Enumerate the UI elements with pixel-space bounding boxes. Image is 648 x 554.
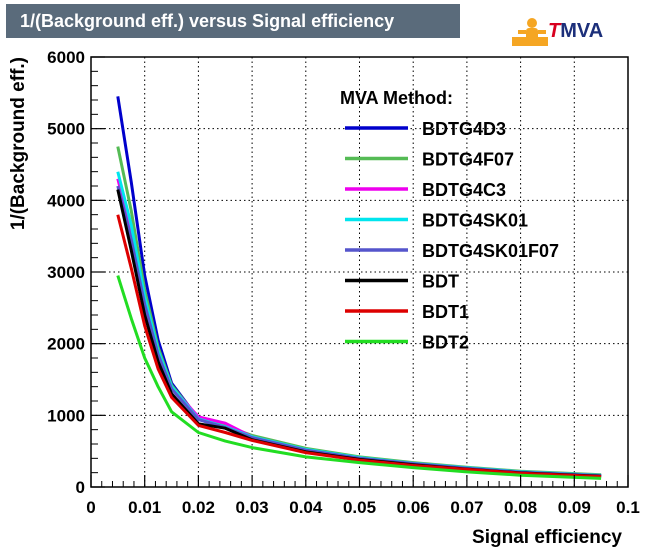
legend-label: BDTG4C3: [422, 180, 506, 200]
tmva-logo: TMVA: [512, 16, 612, 48]
y-tick-label: 4000: [47, 191, 85, 210]
y-tick-label: 1000: [47, 406, 85, 425]
x-tick-label: 0.08: [504, 498, 537, 517]
x-tick-label: 0.02: [182, 498, 215, 517]
x-tick-label: 0.01: [128, 498, 161, 517]
series-line-bdt2: [116, 275, 602, 480]
x-tick-label: 0.05: [343, 498, 376, 517]
tmva-logo-mva: MVA: [560, 20, 604, 42]
y-tick-label: 6000: [47, 48, 85, 67]
series-group: [116, 96, 602, 480]
legend-label: BDTG4D3: [422, 119, 506, 139]
chart-title: 1/(Background eff.) versus Signal effici…: [6, 4, 460, 38]
tmva-logo-text: TMVA: [548, 20, 603, 43]
legend-label: BDT2: [422, 333, 469, 353]
y-tick-label: 3000: [47, 263, 85, 282]
legend-title: MVA Method:: [340, 88, 453, 108]
y-tick-label: 0: [76, 478, 85, 497]
legend-label: BDTG4SK01F07: [422, 241, 559, 261]
legend: MVA Method: BDTG4D3 BDTG4F07 BDTG4C3 BDTG4SK…: [340, 88, 559, 353]
legend-label: BDT1: [422, 302, 469, 322]
x-tick-label: 0.09: [558, 498, 591, 517]
x-tick-label: 0.07: [450, 498, 483, 517]
x-tick-label: 0.06: [397, 498, 430, 517]
legend-label: BDT: [422, 272, 459, 292]
grid: [91, 57, 628, 487]
tmva-logo-t: T: [548, 20, 561, 42]
x-tick-label: 0.1: [616, 498, 640, 517]
axis-ticks: 0 0.01 0.02 0.03 0.04 0.05 0.06 0.07 0.08 0.09 0.1…: [47, 48, 640, 517]
series-line-bdt1: [116, 214, 602, 479]
x-tick-label: 0: [86, 498, 95, 517]
x-tick-label: 0.04: [289, 498, 323, 517]
y-tick-label: 2000: [47, 335, 85, 354]
legend-label: BDTG4SK01: [422, 211, 528, 231]
x-axis-title: Signal efficiency: [472, 527, 622, 548]
y-axis-title: 1/(Background eff.): [8, 57, 29, 230]
y-tick-label: 5000: [47, 120, 85, 139]
x-tick-label: 0.03: [236, 498, 269, 517]
legend-label: BDTG4F07: [422, 150, 514, 170]
